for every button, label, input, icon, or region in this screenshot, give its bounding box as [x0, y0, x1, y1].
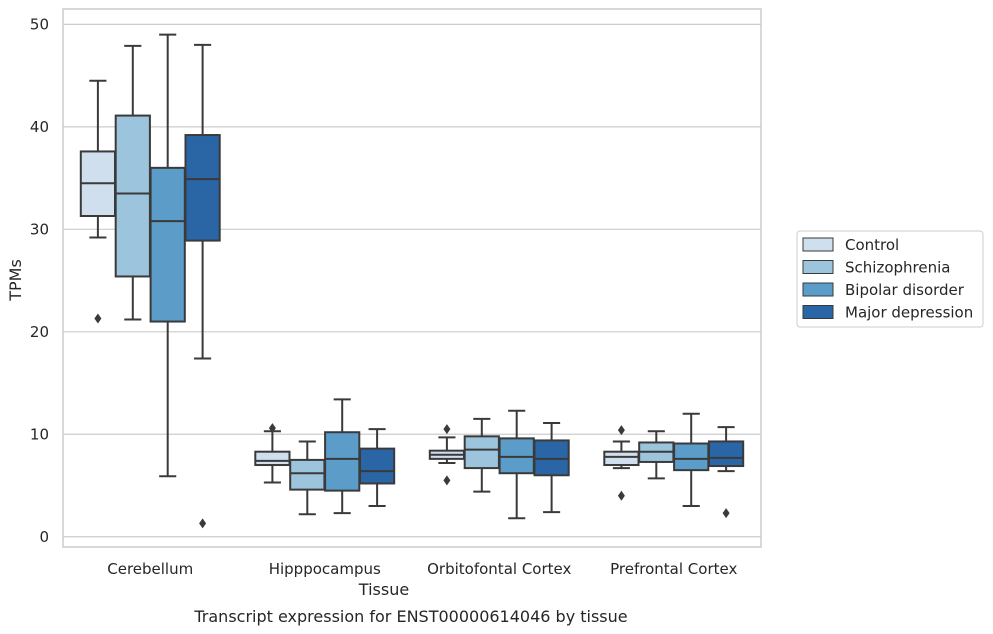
- iqr-box: [149, 166, 186, 323]
- x-tick-label: Cerebellum: [107, 560, 193, 578]
- outlier-point: [617, 490, 625, 501]
- box-group: [673, 412, 710, 508]
- outlier-point: [617, 425, 625, 436]
- box-group: [149, 33, 186, 478]
- outlier-point: [268, 423, 276, 434]
- legend-label: Major depression: [845, 304, 973, 322]
- iqr-box: [184, 134, 221, 242]
- iqr-box: [324, 431, 361, 492]
- x-tick-label: Prefrontal Cortex: [610, 560, 737, 578]
- box-group: [254, 423, 291, 484]
- y-tick-label: 0: [39, 528, 49, 546]
- legend-label: Control: [845, 236, 899, 254]
- y-tick-labels: 0 10 20 30 40 50: [30, 15, 49, 545]
- outlier-point: [443, 475, 451, 486]
- x-tick-label: Hipppocampus: [269, 560, 381, 578]
- box-group: [603, 425, 640, 501]
- iqr-box: [254, 450, 291, 467]
- legend-frame: [796, 230, 984, 328]
- x-tick-labels: Cerebellum Hipppocampus Orbitofontal Corte…: [107, 560, 737, 578]
- legend-label: Schizophrenia: [845, 259, 950, 277]
- box-group: [184, 43, 221, 529]
- legend-swatch: [802, 282, 834, 297]
- iqr-box: [114, 114, 151, 278]
- box-group: [324, 398, 361, 515]
- iqr-box: [463, 435, 500, 470]
- y-tick-label: 10: [30, 425, 49, 443]
- box-group: [463, 417, 500, 493]
- iqr-box: [673, 442, 710, 472]
- chart-caption: Transcript expression for ENST0000061404…: [193, 607, 627, 626]
- iqr-box: [289, 458, 326, 491]
- box-group: [79, 79, 117, 324]
- box-group: [498, 409, 535, 520]
- box-group: [114, 44, 151, 321]
- legend-swatch: [802, 260, 834, 274]
- box-group: [428, 424, 466, 486]
- box-group: [289, 440, 326, 516]
- box-group: [638, 430, 675, 480]
- x-tick-label: Orbitofontal Cortex: [427, 560, 571, 578]
- iqr-box: [533, 439, 570, 477]
- x-axis-label: Tissue: [358, 580, 409, 599]
- iqr-box: [707, 440, 745, 468]
- y-axis-label: TPMs: [6, 259, 25, 302]
- legend-swatch: [802, 305, 834, 319]
- outlier-point: [94, 313, 102, 324]
- legend-swatch: [802, 237, 834, 252]
- outlier-point: [199, 518, 207, 529]
- iqr-box: [358, 447, 396, 485]
- y-tick-label: 50: [30, 15, 49, 33]
- y-tick-label: 20: [30, 323, 49, 341]
- box-group: [533, 422, 570, 514]
- y-tick-label: 30: [30, 220, 49, 238]
- legend-label: Bipolar disorder: [845, 281, 965, 299]
- iqr-box: [498, 437, 535, 475]
- boxes: [79, 33, 745, 529]
- outlier-point: [722, 508, 730, 519]
- legend: Control Schizophrenia Bipolar disorder Majo…: [796, 230, 984, 328]
- box-group: [358, 428, 396, 508]
- iqr-box: [603, 450, 640, 467]
- plot-frame: [62, 8, 762, 548]
- y-tick-label: 40: [30, 118, 49, 136]
- box-group: [707, 426, 745, 519]
- outlier-point: [443, 424, 451, 435]
